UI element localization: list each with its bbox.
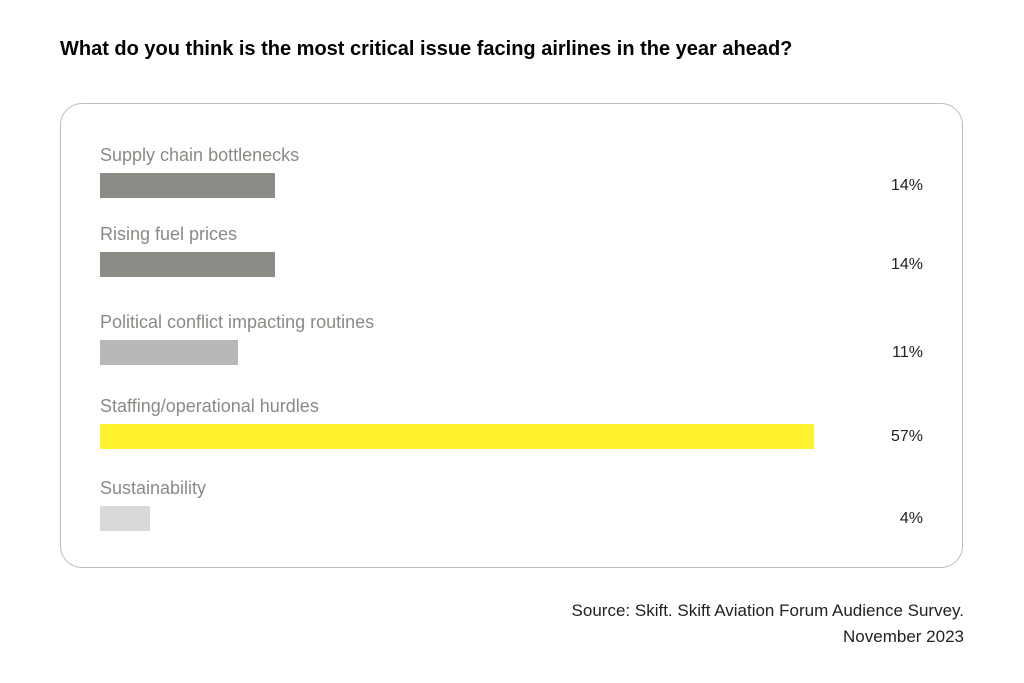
bar-value-label: 11% xyxy=(892,344,923,361)
bar xyxy=(100,173,276,198)
source-line-1: Source: Skift. Skift Aviation Forum Audi… xyxy=(571,601,964,620)
bar-label: Staffing/operational hurdles xyxy=(100,396,319,416)
bar-label: Political conflict impacting routines xyxy=(100,312,375,332)
chart-title: What do you think is the most critical i… xyxy=(60,38,793,60)
bar-value-label: 4% xyxy=(899,510,923,527)
bar xyxy=(100,340,238,365)
bar-value-label: 14% xyxy=(890,177,923,194)
bar xyxy=(100,252,276,277)
bar-value-label: 14% xyxy=(890,256,923,273)
bar-value-label: 57% xyxy=(890,428,923,445)
bar-label: Sustainability xyxy=(100,478,207,498)
bar-label: Rising fuel prices xyxy=(100,224,238,244)
source-line-2: November 2023 xyxy=(843,627,964,646)
chart-card xyxy=(60,103,963,568)
bar-label: Supply chain bottlenecks xyxy=(100,145,300,165)
bar xyxy=(100,506,151,531)
source-note: Source: Skift. Skift Aviation Forum Audi… xyxy=(572,598,964,650)
bar xyxy=(100,424,814,449)
